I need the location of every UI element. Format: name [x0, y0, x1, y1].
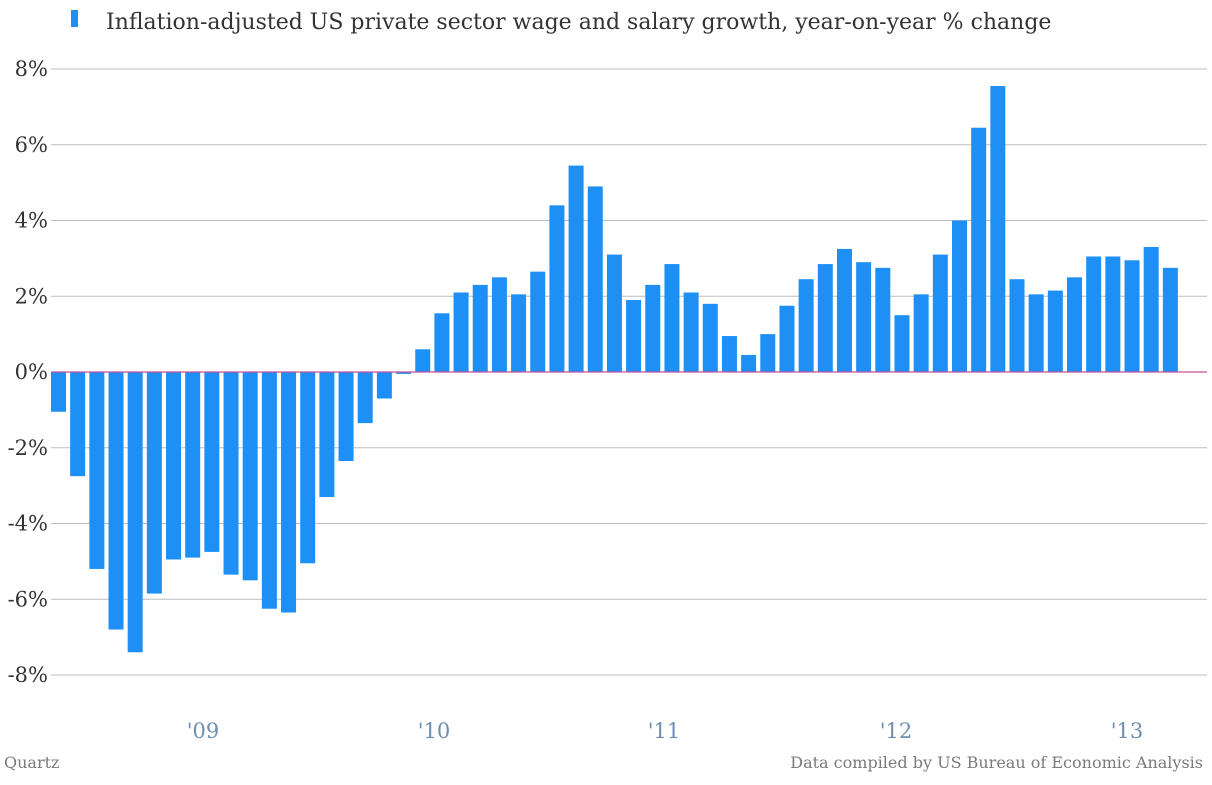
bar — [166, 372, 182, 560]
bar — [683, 292, 699, 372]
x-tick-label: '09 — [187, 719, 220, 743]
bar — [1067, 277, 1083, 372]
bar — [242, 372, 258, 581]
bar — [376, 372, 392, 399]
bar — [281, 372, 297, 613]
bar — [1162, 267, 1178, 372]
bar — [357, 372, 373, 424]
bar — [817, 264, 833, 372]
bar — [1143, 247, 1159, 372]
y-tick-label: -6% — [8, 587, 48, 611]
bar — [549, 205, 565, 372]
bar — [51, 372, 66, 412]
bar — [472, 284, 488, 372]
bar — [1047, 290, 1063, 372]
bar — [894, 315, 910, 372]
bar — [1105, 256, 1121, 372]
legend: Inflation-adjusted US private sector wag… — [71, 10, 1051, 35]
legend-swatch — [71, 10, 78, 27]
bar — [779, 305, 795, 372]
bar — [606, 254, 622, 372]
bar — [396, 372, 412, 374]
y-tick-label: 8% — [15, 57, 48, 81]
bar — [587, 186, 603, 372]
x-tick-label: '11 — [648, 719, 681, 743]
bar — [798, 279, 814, 372]
y-axis: 8% 6% 4% 2% 0% -2% -4% -6% -8% — [8, 57, 48, 687]
bar — [913, 294, 929, 372]
bar — [702, 303, 718, 372]
legend-label: Inflation-adjusted US private sector wag… — [106, 10, 1051, 35]
bar — [223, 372, 239, 575]
x-tick-label: '12 — [880, 719, 913, 743]
source-credit: Data compiled by US Bureau of Economic A… — [790, 753, 1203, 772]
x-tick-label: '13 — [1111, 719, 1144, 743]
bar — [836, 248, 852, 372]
bar — [741, 354, 757, 372]
bar — [875, 267, 891, 372]
bar — [70, 372, 86, 477]
bar — [415, 349, 431, 372]
y-tick-label: -2% — [8, 436, 48, 460]
bar — [856, 262, 872, 372]
bar — [185, 372, 201, 558]
bar — [434, 313, 450, 372]
y-tick-label: 4% — [15, 209, 48, 233]
y-tick-label: 0% — [15, 360, 48, 384]
y-tick-label: 2% — [15, 284, 48, 308]
bar — [338, 372, 354, 462]
x-axis: '09 '10 '11 '12 '13 — [187, 719, 1144, 743]
bar — [89, 372, 105, 569]
bar — [319, 372, 335, 497]
bar — [530, 271, 546, 372]
bar — [261, 372, 277, 609]
bar — [990, 86, 1006, 372]
bar — [108, 372, 124, 630]
bar — [951, 220, 967, 372]
y-tick-label: 6% — [15, 133, 48, 157]
y-tick-label: -4% — [8, 512, 48, 536]
bar — [932, 254, 948, 372]
bar — [1124, 260, 1140, 372]
bar — [568, 165, 584, 372]
bar — [721, 336, 737, 372]
bar — [1028, 294, 1044, 372]
bar — [491, 277, 507, 372]
bar — [146, 372, 162, 594]
bar — [626, 300, 642, 372]
bar — [1086, 256, 1102, 372]
bar — [300, 372, 316, 564]
x-tick-label: '10 — [418, 719, 451, 743]
bar — [645, 284, 661, 372]
bar — [453, 292, 469, 372]
bar — [204, 372, 220, 552]
bar — [1009, 279, 1025, 372]
bar — [760, 334, 776, 373]
bars — [51, 86, 1178, 653]
bar — [664, 264, 680, 372]
bar — [511, 294, 527, 372]
brand-credit: Quartz — [4, 753, 59, 772]
y-tick-label: -8% — [8, 663, 48, 687]
bar — [127, 372, 143, 653]
bar — [971, 127, 987, 373]
